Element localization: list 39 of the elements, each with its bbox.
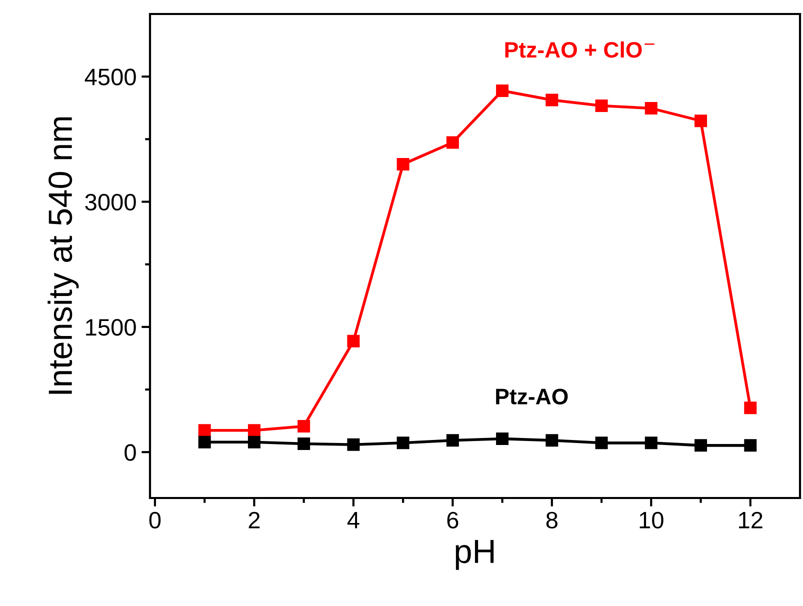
x-tick-label: 12	[739, 512, 762, 528]
point	[198, 424, 211, 437]
y-tick-label: 0	[124, 444, 136, 461]
x-tick-label: 10	[640, 512, 664, 529]
point	[298, 438, 310, 450]
point	[248, 424, 260, 437]
point	[198, 436, 211, 448]
point	[396, 158, 410, 170]
point	[694, 439, 708, 452]
y-axis-title: Intensity at 540 nm	[48, 117, 79, 394]
point	[347, 438, 360, 451]
point	[546, 94, 558, 106]
series-label: Ptz-AO + ClO$^{−}$	[505, 41, 654, 58]
point	[595, 100, 608, 112]
x-tick-label: 8	[546, 512, 558, 529]
point	[496, 432, 509, 445]
point	[546, 434, 558, 447]
x-tick-label: 0	[149, 512, 161, 529]
point	[595, 436, 608, 450]
point	[496, 84, 509, 98]
x-axis-title: pH	[456, 540, 494, 570]
y-tick-label: 4500	[84, 68, 136, 86]
point	[298, 420, 310, 432]
point	[644, 436, 658, 450]
point	[248, 436, 260, 448]
x-tick-label: 6	[447, 512, 458, 529]
point	[694, 114, 708, 128]
y-tick-label: 3000	[85, 194, 136, 211]
point	[347, 334, 360, 348]
point	[744, 439, 757, 452]
x-tick-label: 4	[347, 512, 360, 528]
point	[396, 436, 410, 450]
point	[744, 402, 757, 414]
point	[644, 102, 658, 115]
series-label: Ptz-AO	[496, 388, 568, 404]
y-tick-label: 1500	[86, 319, 136, 336]
x-tick-label: 2	[248, 512, 260, 528]
point	[446, 434, 459, 447]
point	[446, 136, 459, 149]
